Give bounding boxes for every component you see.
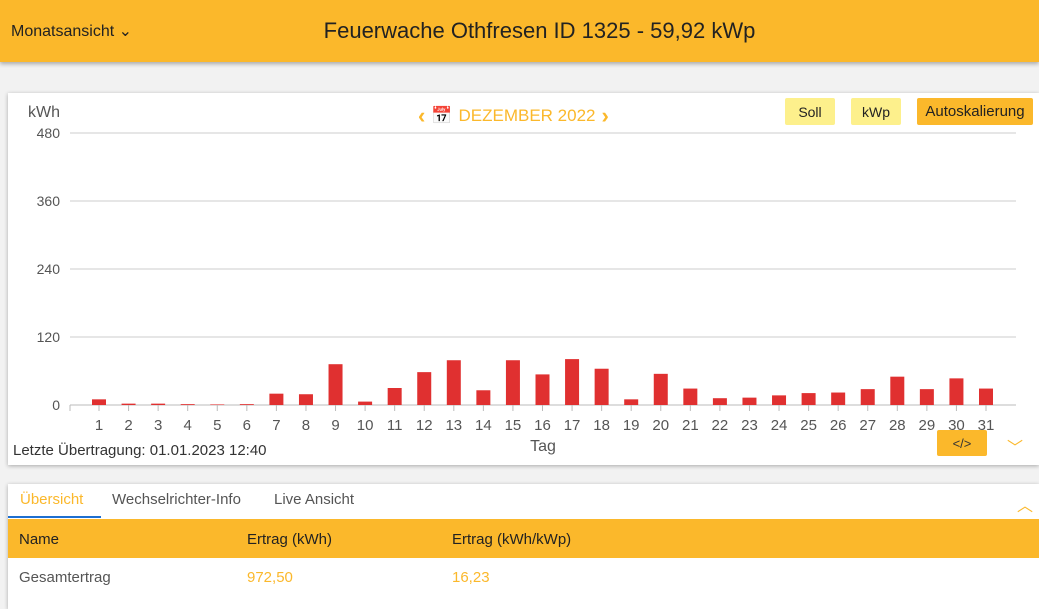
row-name: Gesamtertrag xyxy=(19,569,111,586)
x-tick-label: 25 xyxy=(800,417,817,434)
bar-day-4 xyxy=(180,404,195,405)
header-bar: Monatsansicht ⌄ Feuerwache Othfresen ID … xyxy=(0,0,1039,62)
x-tick-label: 15 xyxy=(505,417,522,434)
x-tick-label: 20 xyxy=(652,417,669,434)
view-select[interactable]: Monatsansicht ⌄ xyxy=(11,21,132,41)
x-tick-label: 13 xyxy=(445,417,462,434)
bar-day-20 xyxy=(653,373,668,405)
x-tick-label: 26 xyxy=(830,417,847,434)
export-button[interactable]: </> xyxy=(937,430,987,456)
column-header-specific-yield: Ertrag (kWh/kWp) xyxy=(452,531,572,548)
bar-day-27 xyxy=(860,389,875,405)
bar-day-30 xyxy=(949,378,964,405)
view-select-label: Monatsansicht xyxy=(11,23,115,40)
bar-day-1 xyxy=(92,399,106,405)
y-axis-label: kWh xyxy=(28,104,60,121)
x-tick-label: 11 xyxy=(387,417,403,434)
x-tick-label: 3 xyxy=(154,417,162,434)
active-tab-indicator xyxy=(8,516,101,518)
x-tick-label: 18 xyxy=(593,417,610,434)
bar-day-21 xyxy=(683,388,698,405)
x-tick-label: 21 xyxy=(682,417,699,434)
bar-day-26 xyxy=(831,392,846,405)
y-tick-label: 120 xyxy=(37,329,61,345)
chevron-down-icon: ⌄ xyxy=(118,23,133,40)
bar-day-28 xyxy=(890,376,905,405)
x-axis-label: Tag xyxy=(530,438,556,455)
x-tick-label: 7 xyxy=(272,417,280,434)
x-tick-label: 28 xyxy=(889,417,906,434)
x-tick-label: 10 xyxy=(357,417,374,434)
y-tick-label: 240 xyxy=(37,261,61,277)
x-tick-label: 5 xyxy=(213,417,221,434)
bar-day-22 xyxy=(712,398,727,405)
bar-day-9 xyxy=(328,364,343,405)
x-tick-label: 9 xyxy=(331,417,339,434)
x-tick-label: 14 xyxy=(475,417,492,434)
bar-day-19 xyxy=(624,399,639,405)
x-tick-label: 31 xyxy=(978,417,995,434)
bar-day-23 xyxy=(742,397,757,405)
bar-day-14 xyxy=(476,390,491,405)
bar-day-17 xyxy=(565,359,580,405)
chevron-up-icon[interactable]: ︿ xyxy=(1017,498,1034,515)
y-tick-label: 0 xyxy=(52,397,60,413)
autoscale-button[interactable]: Autoskalierung xyxy=(917,98,1033,125)
tab-wechselrichter-info[interactable]: Wechselrichter-Info xyxy=(112,491,241,508)
chevron-down-icon[interactable]: ﹀ xyxy=(1007,440,1024,457)
bar-day-12 xyxy=(417,372,432,405)
bar-day-24 xyxy=(772,395,787,405)
bar-day-25 xyxy=(801,393,816,405)
page-title: Feuerwache Othfresen ID 1325 - 59,92 kWp xyxy=(323,18,756,43)
row-specific-yield: 16,23 xyxy=(452,569,490,586)
prev-month-button[interactable]: ‹ xyxy=(418,103,426,128)
x-tick-label: 6 xyxy=(243,417,251,434)
month-label[interactable]: DEZEMBER 2022 xyxy=(458,106,596,125)
bar-day-3 xyxy=(151,403,166,405)
file-code-icon: </> xyxy=(952,435,972,451)
y-tick-label: 480 xyxy=(37,125,61,141)
bar-day-13 xyxy=(446,360,461,405)
bar-day-16 xyxy=(535,374,550,405)
bar-day-15 xyxy=(505,360,520,405)
y-tick-label: 360 xyxy=(37,193,61,209)
tab-uebersicht[interactable]: Übersicht xyxy=(20,491,84,508)
x-tick-label: 16 xyxy=(534,417,551,434)
next-month-button[interactable]: › xyxy=(601,103,609,128)
x-tick-label: 24 xyxy=(771,417,788,434)
bar-day-29 xyxy=(919,389,934,405)
month-navigator: ‹ 📅 DEZEMBER 2022 › xyxy=(418,103,609,128)
x-tick-label: 2 xyxy=(124,417,132,434)
calendar-icon: 📅 xyxy=(431,106,453,125)
bar-day-8 xyxy=(298,394,313,405)
x-tick-label: 17 xyxy=(564,417,581,434)
x-tick-label: 8 xyxy=(302,417,310,434)
x-tick-label: 1 xyxy=(95,417,103,434)
column-header-name: Name xyxy=(19,531,60,548)
x-tick-label: 30 xyxy=(948,417,965,434)
bar-day-5 xyxy=(210,404,225,405)
x-tick-label: 22 xyxy=(712,417,729,434)
x-tick-label: 19 xyxy=(623,417,640,434)
soll-button[interactable]: Soll xyxy=(785,98,835,125)
kwp-button[interactable]: kWp xyxy=(851,98,901,125)
x-tick-label: 12 xyxy=(416,417,433,434)
bar-day-31 xyxy=(979,388,993,405)
bar-day-7 xyxy=(269,393,284,405)
bar-day-18 xyxy=(594,368,609,405)
x-tick-label: 4 xyxy=(184,417,192,434)
x-tick-label: 27 xyxy=(859,417,876,434)
bar-day-11 xyxy=(387,388,402,405)
bar-day-10 xyxy=(358,401,373,405)
column-header-yield: Ertrag (kWh) xyxy=(247,531,333,548)
x-tick-label: 29 xyxy=(919,417,936,434)
x-tick-label: 23 xyxy=(741,417,758,434)
bar-day-2 xyxy=(121,403,136,405)
last-transfer: Letzte Übertragung: 01.01.2023 12:40 xyxy=(13,442,267,459)
bar-day-6 xyxy=(239,404,254,405)
tab-live-ansicht[interactable]: Live Ansicht xyxy=(274,491,355,508)
row-yield: 972,50 xyxy=(247,569,293,586)
table-header xyxy=(8,519,1039,558)
